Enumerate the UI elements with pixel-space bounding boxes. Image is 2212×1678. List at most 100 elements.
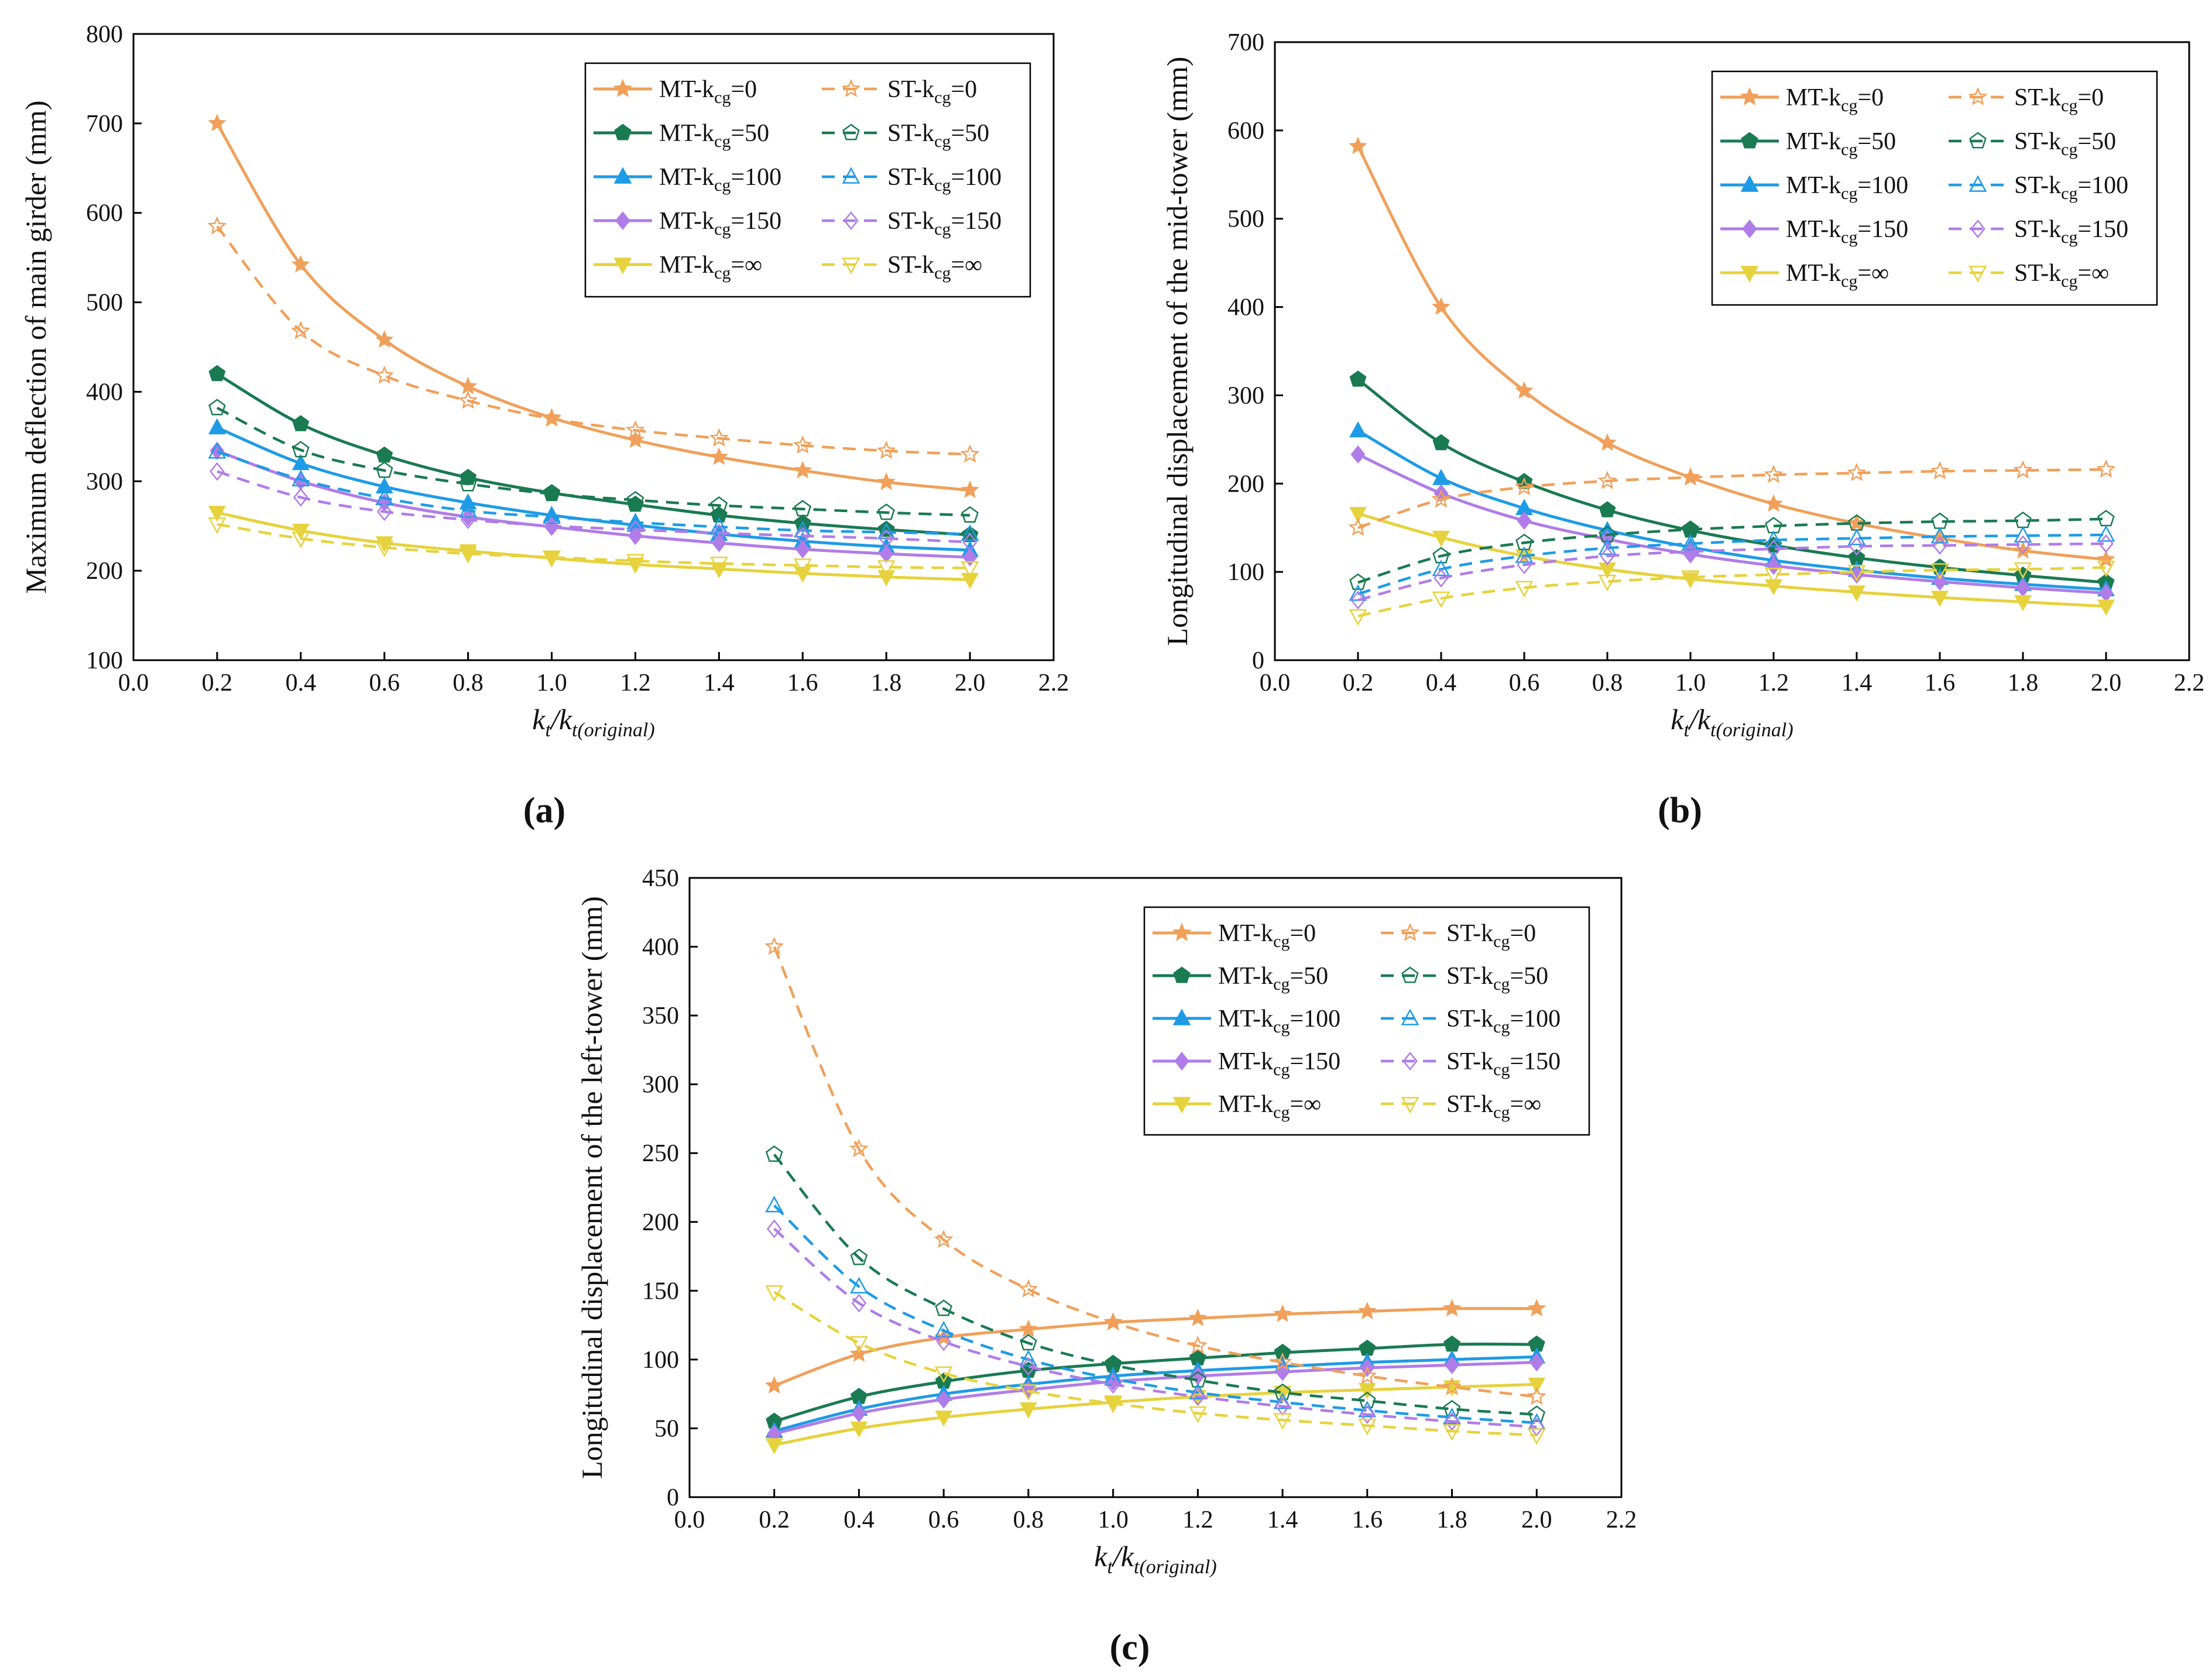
data-point-c-st-kcg0 — [1188, 1336, 1208, 1354]
x-tick-label-a: 0.2 — [202, 670, 233, 696]
data-point-b-st-kcg0 — [1930, 461, 1950, 480]
data-point-b-st-kcg150 — [1683, 542, 1698, 561]
data-point-c-st-kcginf — [1104, 1396, 1123, 1413]
y-tick-label-b: 400 — [1227, 294, 1264, 321]
legend-label-a: ST-kcg=50 — [887, 120, 989, 151]
data-point-a-st-kcg100 — [543, 507, 561, 524]
series-line-c-mt-kcginf — [774, 1382, 1537, 1447]
legend-label-c: MT-kcg=100 — [1218, 1006, 1340, 1037]
legend-marker-a — [614, 123, 632, 140]
series-line-a-st-kcg50 — [216, 406, 970, 517]
legend-label-a: MT-kcg=100 — [659, 164, 781, 195]
data-point-a-st-kcg50 — [292, 441, 310, 458]
data-point-a-st-kcg0 — [375, 365, 395, 384]
data-point-a-st-kcg0 — [207, 216, 227, 235]
data-point-b-st-kcginf — [1598, 574, 1617, 592]
legend-label-b: ST-kcg=0 — [2014, 84, 2104, 115]
data-point-b-st-kcg50 — [1349, 573, 1367, 590]
data-point-b-st-kcg150 — [1849, 537, 1864, 556]
data-point-c-st-kcg0 — [849, 1138, 869, 1158]
chart-panel-c: 0.0 0.2 0.4 0.6 0.8 1.0 1.2 1.4 1.6 1.8 2.0 2.2 0 50 1… — [575, 865, 1637, 1578]
data-point-c-st-kcg150 — [766, 1219, 782, 1238]
x-tick-label-a: 1.0 — [536, 670, 567, 696]
data-point-c-st-kcg0 — [1273, 1352, 1292, 1371]
data-point-b-st-kcg50 — [1432, 547, 1450, 564]
data-point-a-mt-kcg50 — [710, 506, 728, 523]
x-tick-label-c: 2.0 — [1521, 1507, 1552, 1533]
series-line-b-mt-kcg0 — [1356, 145, 2107, 561]
data-point-b-mt-kcginf — [2097, 599, 2115, 616]
data-point-b-st-kcg0 — [1847, 462, 1867, 482]
legend-box-c — [1143, 906, 1590, 1136]
data-point-c-st-kcg150 — [1105, 1375, 1121, 1394]
y-tick-label-a: 800 — [86, 21, 123, 48]
data-point-b-st-kcg150 — [2098, 534, 2114, 553]
data-point-c-mt-kcginf — [935, 1411, 953, 1427]
data-point-b-mt-kcg0 — [1432, 297, 1450, 315]
data-point-b-st-kcg150 — [1766, 539, 1781, 558]
x-tick-label-c: 0.2 — [759, 1507, 790, 1533]
data-point-b-st-kcg0 — [1681, 467, 1700, 486]
data-point-a-mt-kcginf — [710, 562, 728, 579]
data-point-c-st-kcginf — [850, 1336, 868, 1353]
legend-label-c: MT-kcg=0 — [1218, 920, 1316, 951]
data-point-a-mt-kcginf — [961, 572, 979, 589]
legend-label-b: MT-kcg=100 — [1786, 172, 1908, 203]
y-tick-label-a: 500 — [86, 290, 123, 317]
data-point-c-st-kcg0 — [1357, 1365, 1377, 1385]
legend-label-a: MT-kcg=50 — [659, 120, 769, 151]
data-point-c-mt-kcg0 — [849, 1344, 869, 1362]
data-point-a-st-kcg0 — [876, 441, 896, 459]
legend-marker-b — [1740, 175, 1759, 192]
legend-label-c: MT-kcg=∞ — [1218, 1091, 1321, 1122]
data-point-c-mt-kcg150 — [1445, 1356, 1459, 1374]
legend-label-a: ST-kcg=150 — [887, 208, 1002, 239]
data-point-a-st-kcg150 — [879, 529, 894, 548]
y-tick-label-c: 250 — [642, 1140, 679, 1167]
data-point-c-st-kcginf — [765, 1285, 784, 1302]
y-tick-label-a: 300 — [86, 468, 123, 495]
data-point-c-mt-kcginf — [1358, 1383, 1376, 1399]
data-point-a-st-kcginf — [375, 540, 394, 558]
data-point-a-st-kcg50 — [459, 475, 477, 492]
y-tick-label-c: 350 — [642, 1003, 679, 1030]
legend-marker-b — [1968, 175, 1987, 192]
y-tick-label-c: 150 — [642, 1278, 679, 1305]
legend-label-c: MT-kcg=150 — [1218, 1048, 1340, 1079]
legend-marker-a — [613, 258, 632, 274]
data-point-b-st-kcginf — [1764, 567, 1783, 585]
data-point-a-st-kcg150 — [460, 510, 476, 530]
y-tick-label-c: 300 — [642, 1072, 679, 1099]
data-point-a-st-kcginf — [626, 554, 644, 571]
data-point-b-st-kcg150 — [1932, 536, 1947, 555]
data-point-b-mt-kcg150 — [1517, 511, 1532, 530]
legend-label-c: ST-kcg=50 — [1446, 963, 1548, 994]
y-tick-label-b: 700 — [1227, 29, 1264, 56]
y-tick-label-b: 300 — [1227, 382, 1264, 409]
legend-marker-c — [1401, 966, 1419, 983]
y-tick-label-a: 400 — [86, 379, 123, 406]
data-point-b-st-kcg0 — [2096, 459, 2116, 478]
data-point-c-st-kcg100 — [1188, 1382, 1207, 1400]
x-tick-label-c: 0.4 — [843, 1507, 874, 1533]
data-point-a-mt-kcg0 — [709, 447, 729, 465]
legend-marker-a — [843, 211, 859, 231]
data-point-c-mt-kcginf — [1019, 1402, 1037, 1419]
data-point-b-mt-kcg0 — [1349, 136, 1367, 155]
data-point-a-st-kcg0 — [625, 420, 645, 439]
x-tick-label-c: 1.0 — [1098, 1507, 1129, 1533]
data-point-a-mt-kcg150 — [711, 534, 726, 553]
legend-marker-c — [1172, 1008, 1191, 1025]
x-tick-label-b: 2.0 — [2091, 670, 2122, 696]
legend-marker-b — [1741, 132, 1758, 149]
data-point-c-st-kcg50 — [1189, 1371, 1207, 1388]
data-point-b-mt-kcginf — [1765, 579, 1782, 596]
data-point-b-st-kcginf — [2097, 560, 2115, 578]
series-line-c-st-kcg150 — [773, 1227, 1537, 1429]
legend-a: MT-kcg=0 ST-kcg=0 MT-kcg=50 ST-kcg=50 MT-kcg… — [584, 62, 1031, 298]
x-axis-title-b: kt/kt(original) — [1671, 703, 1793, 741]
data-point-a-st-kcginf — [961, 561, 979, 578]
data-point-b-mt-kcg0 — [1515, 381, 1534, 399]
x-tick-label-b: 1.6 — [1925, 670, 1956, 696]
y-tick-label-c: 0 — [667, 1484, 679, 1511]
